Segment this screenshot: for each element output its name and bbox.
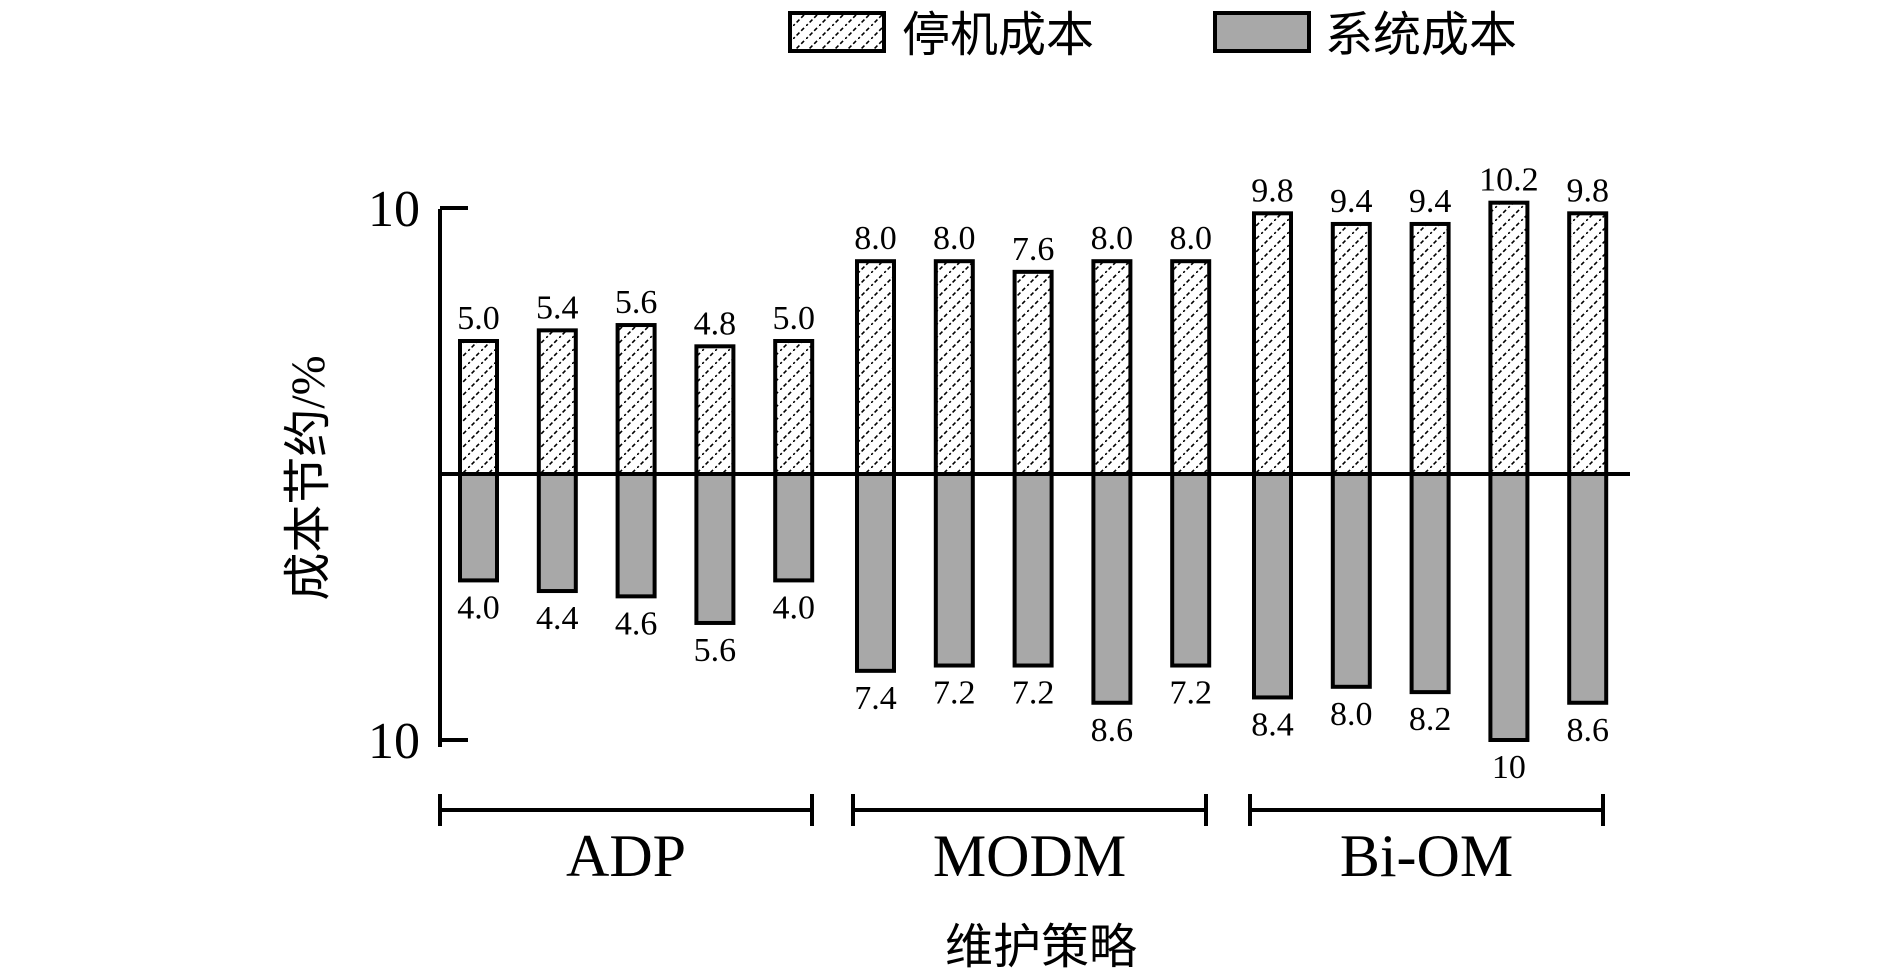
bar-downtime-cost — [1409, 221, 1451, 476]
data-label-downtime-cost: 5.4 — [536, 289, 579, 326]
group-label: ADP — [566, 823, 686, 889]
data-label-system-cost: 4.0 — [772, 589, 815, 626]
data-label-downtime-cost: 9.8 — [1566, 172, 1609, 209]
bar-downtime-cost — [536, 328, 578, 476]
data-label-downtime-cost: 7.6 — [1012, 231, 1055, 268]
legend-swatch-downtime — [788, 11, 886, 53]
y-tick-label: 10 — [368, 181, 420, 238]
y-axis: 10 10 — [368, 181, 468, 770]
data-label-system-cost: 8.6 — [1566, 712, 1609, 749]
legend: 停机成本 系统成本 — [788, 9, 1517, 62]
group-modm: MODM — [851, 794, 1208, 889]
bar-downtime-cost — [694, 344, 736, 477]
x-axis-label: 维护策略 — [945, 921, 1137, 971]
data-label-downtime-cost: 8.0 — [933, 220, 976, 257]
data-label-system-cost: 7.2 — [1012, 675, 1055, 712]
data-label-system-cost: 10 — [1492, 749, 1526, 786]
group-adp: ADP — [438, 794, 814, 889]
group-label: Bi-OM — [1340, 823, 1513, 889]
bar-system-cost — [1488, 472, 1530, 742]
legend-label-system: 系统成本 — [1325, 9, 1517, 62]
data-label-downtime-cost: 5.6 — [615, 284, 658, 321]
bar-downtime-cost — [1091, 259, 1133, 477]
bar-system-cost — [1409, 472, 1451, 695]
group-bi-om: Bi-OM — [1248, 794, 1605, 889]
data-label-system-cost: 7.2 — [933, 675, 976, 712]
legend-item-downtime: 停机成本 — [788, 9, 1094, 62]
data-label-downtime-cost: 4.8 — [694, 305, 737, 342]
data-label-downtime-cost: 5.0 — [457, 300, 500, 337]
data-label-system-cost: 7.2 — [1169, 675, 1212, 712]
bar-system-cost — [615, 472, 657, 599]
data-label-system-cost: 8.0 — [1330, 696, 1373, 733]
bar-downtime-cost — [855, 259, 896, 477]
data-label-downtime-cost: 9.4 — [1330, 183, 1373, 220]
group-label: MODM — [933, 823, 1126, 889]
data-label-system-cost: 7.4 — [854, 680, 897, 717]
y-tick-label: 10 — [368, 713, 420, 770]
bar-downtime-cost — [1012, 269, 1054, 476]
data-label-downtime-cost: 8.0 — [1091, 220, 1134, 257]
bar-downtime-cost — [458, 339, 499, 476]
bar-system-cost — [1091, 472, 1133, 705]
bar-system-cost — [1330, 472, 1372, 689]
data-label-downtime-cost: 8.0 — [854, 220, 897, 257]
data-label-system-cost: 8.6 — [1091, 712, 1134, 749]
data-label-downtime-cost: 9.8 — [1251, 172, 1294, 209]
bar-downtime-cost — [1567, 211, 1609, 476]
group-brackets: ADP MODM Bi-OM — [438, 794, 1605, 889]
data-label-system-cost: 8.2 — [1409, 701, 1452, 738]
data-label-downtime-cost: 5.0 — [772, 300, 815, 337]
bar-system-cost — [1567, 472, 1609, 705]
data-label-downtime-cost: 8.0 — [1169, 220, 1212, 257]
data-label-downtime-cost: 10.2 — [1479, 162, 1539, 199]
bar-system-cost — [1170, 472, 1212, 668]
legend-item-system: 系统成本 — [1213, 9, 1517, 62]
bar-downtime-cost — [1252, 211, 1293, 476]
bar-downtime-cost — [1170, 259, 1212, 477]
bar-downtime-cost — [773, 339, 815, 476]
bar-downtime-cost — [933, 259, 975, 477]
legend-swatch-system — [1213, 11, 1311, 53]
legend-label-downtime: 停机成本 — [902, 9, 1094, 62]
bars: 5.0 5.4 5.6 4.8 5.0 8.0 8.0 7.6 8.0 8.0 9.8 9.4 9.4 1… — [457, 162, 1609, 786]
data-label-system-cost: 4.4 — [536, 600, 579, 637]
data-label-downtime-cost: 9.4 — [1409, 183, 1452, 220]
bar-system-cost — [1252, 472, 1293, 700]
bar-system-cost — [933, 472, 975, 668]
data-label-system-cost: 4.6 — [615, 605, 658, 642]
bar-downtime-cost — [1330, 221, 1372, 476]
bar-downtime-cost — [1488, 200, 1530, 476]
bar-system-cost — [536, 472, 578, 594]
y-axis-label: 成本节约/% — [282, 355, 335, 600]
data-label-system-cost: 4.0 — [457, 589, 500, 626]
bar-system-cost — [458, 472, 499, 583]
bar-downtime-cost — [615, 323, 657, 477]
bar-system-cost — [855, 472, 896, 673]
bar-system-cost — [694, 472, 736, 625]
data-label-system-cost: 5.6 — [694, 632, 737, 669]
bar-system-cost — [773, 472, 815, 583]
bar-system-cost — [1012, 472, 1054, 668]
data-label-system-cost: 8.4 — [1251, 706, 1294, 743]
